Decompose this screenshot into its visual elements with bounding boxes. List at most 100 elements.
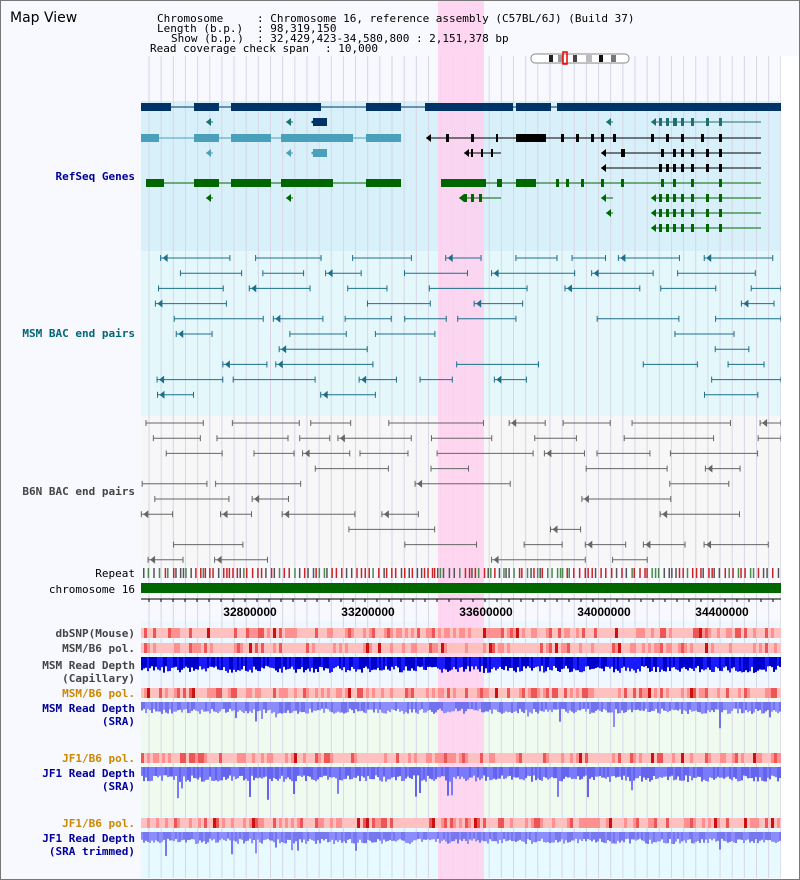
msm-capillary-depth-bar xyxy=(373,657,375,670)
msm-pol2-cell xyxy=(306,688,309,698)
jf1-trim-depth-bar xyxy=(615,832,617,844)
msm-bac-pair-arrow xyxy=(620,254,626,262)
chromosome-track-label[interactable]: chromosome 16 xyxy=(48,583,135,596)
msm-sra-depth-bar xyxy=(361,702,363,711)
msm-pol-cell xyxy=(282,643,285,653)
jf1-pol-cell xyxy=(141,753,144,763)
msm-capillary-depth-bar xyxy=(195,657,197,670)
jf1-trim-depth-bar xyxy=(763,832,765,843)
msm-capillary-depth-bar xyxy=(461,657,463,667)
msm-pol2-cell xyxy=(327,688,330,698)
msm-capillary-depth-bar xyxy=(385,657,387,667)
dbsnp-cell xyxy=(396,628,399,638)
jf1-pol-cell xyxy=(348,753,351,763)
jf1-trim-depth-bar xyxy=(633,832,635,840)
msm-capillary-depth-bar xyxy=(381,657,383,671)
msm-pol-cell xyxy=(759,643,762,653)
jf1-sra-depth-bar xyxy=(743,767,745,776)
b6n-bac-label[interactable]: B6N BAC end pairs xyxy=(22,485,135,498)
jf1-trim-depth-bar xyxy=(771,832,773,842)
msm-pol2-cell xyxy=(600,688,603,698)
jf1-sra-depth-bar xyxy=(143,767,145,782)
msm-sra-depth-bar xyxy=(363,702,365,713)
msm-read-depth-capillary-label[interactable]: MSM Read Depth (Capillary) xyxy=(42,659,135,685)
jf1-pol2-cell xyxy=(591,818,594,828)
msm-pol-cell xyxy=(753,643,756,653)
jf1-sra-depth-bar xyxy=(379,767,381,781)
gene-exon xyxy=(681,209,684,217)
repeat-mark xyxy=(657,568,660,578)
jf1-trim-depth-bar xyxy=(365,832,367,844)
gene-exon xyxy=(666,118,669,126)
jf1-b6-pol-2-label[interactable]: JF1/B6 pol. xyxy=(62,817,135,830)
jf1-pol2-cell xyxy=(399,818,402,828)
msm-capillary-depth-bar xyxy=(413,657,415,671)
msm-read-depth-sra-label[interactable]: MSM Read Depth (SRA) xyxy=(42,702,135,728)
jf1-sra-depth-bar xyxy=(317,767,319,780)
jf1-pol2-cell xyxy=(525,818,528,828)
jf1-trim-depth-bar xyxy=(171,832,173,841)
jf1-pol2-cell xyxy=(693,818,696,828)
jf1-pol-cell xyxy=(738,753,741,763)
jf1-sra-depth-bar xyxy=(275,767,277,780)
dbsnp-cell xyxy=(582,628,585,638)
gene-exon xyxy=(673,194,676,202)
repeat-mark xyxy=(303,568,306,578)
jf1-pol2-cell xyxy=(435,818,438,828)
jf1-sra-depth-bar xyxy=(227,767,229,779)
msm-pol-cell xyxy=(447,643,450,653)
msm-pol2-cell xyxy=(561,688,564,698)
gene-exon xyxy=(719,118,722,126)
msm-bac-label[interactable]: MSM BAC end pairs xyxy=(22,327,135,340)
msm-capillary-depth-bar xyxy=(489,657,491,673)
jf1-b6-pol-1-label[interactable]: JF1/B6 pol. xyxy=(62,752,135,765)
jf1-pol-cell xyxy=(711,753,714,763)
dbsnp-cell xyxy=(681,628,684,638)
jf1-pol2-cell xyxy=(552,818,555,828)
dbsnp-cell xyxy=(549,628,552,638)
jf1-pol2-cell xyxy=(345,818,348,828)
jf1-read-depth-trimmed-label[interactable]: JF1 Read Depth (SRA trimmed) xyxy=(42,832,135,858)
jf1-sra-depth-bar xyxy=(729,767,731,779)
jf1-pol2-cell xyxy=(774,818,777,828)
msm-b6-pol-2-label[interactable]: MSM/B6 pol. xyxy=(62,687,135,700)
dbsnp-cell xyxy=(384,628,387,638)
repeat-label[interactable]: Repeat xyxy=(95,567,135,580)
gene-exon xyxy=(516,179,536,187)
jf1-pol-cell xyxy=(564,753,567,763)
jf1-read-depth-sra-label[interactable]: JF1 Read Depth (SRA) xyxy=(42,767,135,793)
jf1-trim-depth-bar xyxy=(491,832,493,842)
jf1-trim-depth-bar xyxy=(379,832,381,841)
msm-sra-depth-bar xyxy=(651,702,653,711)
jf1-sra-depth-bar xyxy=(241,767,243,776)
dbsnp-cell xyxy=(279,628,282,638)
msm-sra-depth-bar xyxy=(687,702,689,714)
gene-exon xyxy=(464,194,467,202)
refseq-genes-label[interactable]: RefSeq Genes xyxy=(55,170,135,183)
msm-sra-depth-bar xyxy=(337,702,339,712)
msm-pol-cell xyxy=(654,643,657,653)
msm-pol2-cell xyxy=(273,688,276,698)
msm-capillary-depth-bar xyxy=(263,657,265,669)
jf1-trim-depth-bar xyxy=(145,832,147,841)
dbsnp-cell xyxy=(243,628,246,638)
dbsnp-cell xyxy=(594,628,597,638)
repeat-mark xyxy=(682,568,684,578)
repeat-mark xyxy=(587,568,589,578)
gene-exon xyxy=(719,149,722,157)
msm-capillary-depth-bar xyxy=(469,657,471,672)
dbsnp-cell xyxy=(213,628,216,638)
msm-capillary-depth-bar xyxy=(439,657,441,670)
dbsnp-label[interactable]: dbSNP(Mouse) xyxy=(55,627,135,640)
dbsnp-cell xyxy=(141,628,144,638)
jf1-sra-depth-bar xyxy=(603,767,605,778)
jf1-pol2-cell xyxy=(339,818,342,828)
jf1-pol-cell xyxy=(558,753,561,763)
msm-capillary-depth-bar xyxy=(655,657,657,672)
msm-b6-pol-1-label[interactable]: MSM/B6 pol. xyxy=(62,642,135,655)
repeat-mark xyxy=(436,568,439,578)
gene-exon xyxy=(706,149,709,157)
repeat-mark xyxy=(283,568,286,578)
gene-exon xyxy=(313,149,327,157)
